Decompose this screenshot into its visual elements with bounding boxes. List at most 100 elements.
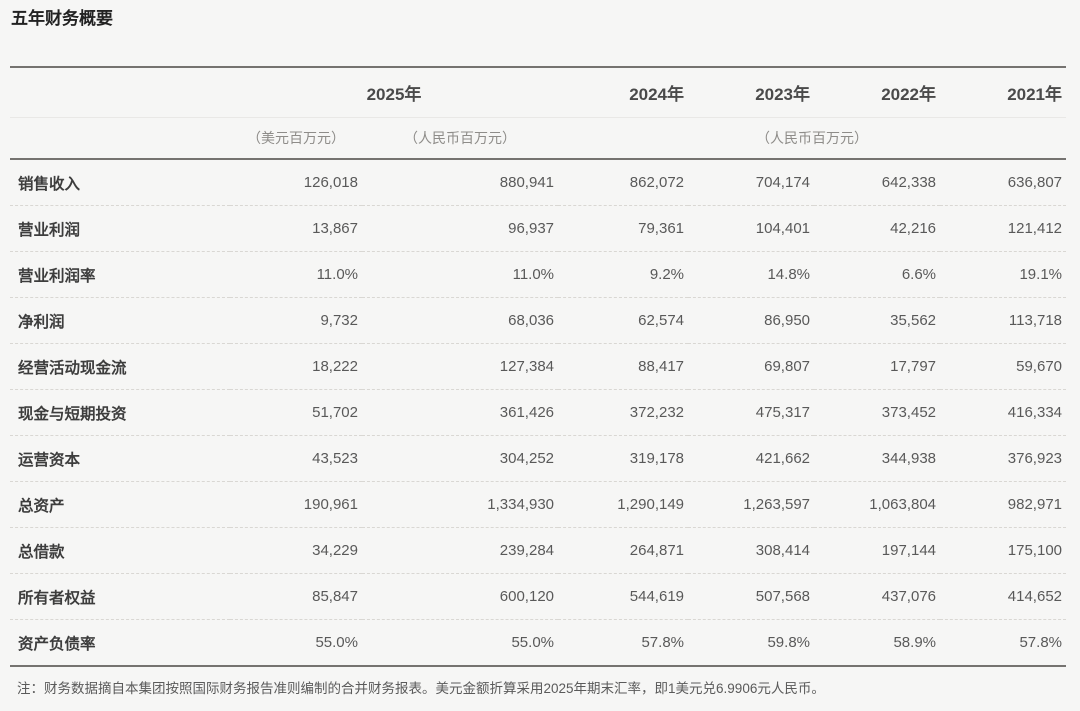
row-label: 营业利润率 xyxy=(10,251,230,298)
table-row: 总资产 190,961 1,334,930 1,290,149 1,263,597 1,0… xyxy=(10,481,1067,528)
cell-value: 414,652 xyxy=(940,573,1067,620)
cell-value: 319,178 xyxy=(558,435,689,482)
cell-value: 600,120 xyxy=(362,573,559,620)
unit-spacer xyxy=(10,117,230,160)
cell-value: 34,229 xyxy=(230,527,362,574)
cell-value: 1,063,804 xyxy=(814,481,941,528)
cell-value: 88,417 xyxy=(558,343,689,390)
cell-value: 19.1% xyxy=(940,251,1067,298)
table-note: 注：财务数据摘自本集团按照国际财务报告准则编制的合并财务报表。美元金额折算采用2… xyxy=(10,667,1066,711)
cell-value: 190,961 xyxy=(230,481,362,528)
financial-summary-page: 五年财务概要 2025年 2024年 2023年 2022年 2021年 （美元… xyxy=(10,0,1067,711)
cell-value: 6.6% xyxy=(814,251,941,298)
row-label: 总资产 xyxy=(10,481,230,528)
year-header-2024: 2024年 xyxy=(558,67,689,118)
cell-value: 68,036 xyxy=(362,297,559,344)
cell-value: 437,076 xyxy=(814,573,941,620)
row-label: 营业利润 xyxy=(10,205,230,252)
cell-value: 14.8% xyxy=(688,251,815,298)
cell-value: 11.0% xyxy=(230,251,362,298)
page-title: 五年财务概要 xyxy=(11,9,113,28)
cell-value: 11.0% xyxy=(362,251,559,298)
cell-value: 17,797 xyxy=(814,343,941,390)
cell-value: 1,290,149 xyxy=(558,481,689,528)
cell-value: 113,718 xyxy=(940,297,1067,344)
cell-value: 421,662 xyxy=(688,435,815,482)
cell-value: 1,263,597 xyxy=(688,481,815,528)
cell-value: 58.9% xyxy=(814,619,941,666)
unit-rmb-prior-label: （人民币百万元） xyxy=(558,117,1067,160)
five-year-financial-table: 2025年 2024年 2023年 2022年 2021年 （美元百万元） （人… xyxy=(10,66,1067,667)
cell-value: 361,426 xyxy=(362,389,559,436)
cell-value: 43,523 xyxy=(230,435,362,482)
cell-value: 57.8% xyxy=(558,619,689,666)
table-body: 销售收入 126,018 880,941 862,072 704,174 642,338 6… xyxy=(10,159,1067,666)
table-row: 营业利润 13,867 96,937 79,361 104,401 42,216 121,4… xyxy=(10,205,1067,252)
cell-value: 304,252 xyxy=(362,435,559,482)
cell-value: 55.0% xyxy=(362,619,559,666)
table-row: 所有者权益 85,847 600,120 544,619 507,568 437,076 4… xyxy=(10,573,1067,620)
cell-value: 197,144 xyxy=(814,527,941,574)
cell-value: 127,384 xyxy=(362,343,559,390)
table-row: 营业利润率 11.0% 11.0% 9.2% 14.8% 6.6% 19.1% xyxy=(10,251,1067,298)
cell-value: 126,018 xyxy=(303,174,358,191)
cell-value: 636,807 xyxy=(1007,174,1063,191)
year-header-2025: 2025年 xyxy=(230,67,559,118)
cell-value: 372,232 xyxy=(558,389,689,436)
row-label: 经营活动现金流 xyxy=(10,343,230,390)
cell-value: 62,574 xyxy=(558,297,689,344)
cell-value: 344,938 xyxy=(814,435,941,482)
cell-value: 308,414 xyxy=(688,527,815,574)
row-label: 资产负债率 xyxy=(10,619,230,666)
table-row: 净利润 9,732 68,036 62,574 86,950 35,562 113,718 xyxy=(10,297,1067,344)
cell-value: 79,361 xyxy=(558,205,689,252)
row-label: 销售收入 xyxy=(18,175,81,193)
row-label: 现金与短期投资 xyxy=(10,389,230,436)
year-header-row: 2025年 2024年 2023年 2022年 2021年 xyxy=(10,67,1067,118)
cell-value: 18,222 xyxy=(230,343,362,390)
cell-value: 264,871 xyxy=(558,527,689,574)
cell-value: 373,452 xyxy=(814,389,941,436)
cell-value: 9.2% xyxy=(558,251,689,298)
cell-value: 239,284 xyxy=(362,527,559,574)
cell-value: 544,619 xyxy=(558,573,689,620)
table-row: 现金与短期投资 51,702 361,426 372,232 475,317 373,45… xyxy=(10,389,1067,436)
cell-value: 69,807 xyxy=(688,343,815,390)
cell-value: 862,072 xyxy=(629,174,685,191)
cell-value: 35,562 xyxy=(814,297,941,344)
table-row: 销售收入 126,018 880,941 862,072 704,174 642,338 6… xyxy=(10,159,1066,206)
cell-value: 175,100 xyxy=(940,527,1067,574)
cell-value: 51,702 xyxy=(230,389,362,436)
row-label: 所有者权益 xyxy=(10,573,230,620)
cell-value: 642,338 xyxy=(881,174,937,191)
cell-value: 42,216 xyxy=(814,205,941,252)
header-spacer xyxy=(10,67,230,118)
cell-value: 880,941 xyxy=(499,174,555,191)
year-header-2021: 2021年 xyxy=(940,67,1067,118)
cell-value: 57.8% xyxy=(940,619,1067,666)
cell-value: 475,317 xyxy=(688,389,815,436)
cell-value: 982,971 xyxy=(940,481,1067,528)
cell-value: 59.8% xyxy=(688,619,815,666)
year-header-2022: 2022年 xyxy=(814,67,941,118)
table-row: 资产负债率 55.0% 55.0% 57.8% 59.8% 58.9% 57.8% xyxy=(10,619,1067,666)
table-row: 运营资本 43,523 304,252 319,178 421,662 344,938 37… xyxy=(10,435,1067,482)
cell-value: 507,568 xyxy=(688,573,815,620)
cell-value: 59,670 xyxy=(940,343,1067,390)
cell-value: 1,334,930 xyxy=(362,481,559,528)
cell-value: 55.0% xyxy=(230,619,362,666)
row-label: 运营资本 xyxy=(10,435,230,482)
cell-value: 416,334 xyxy=(940,389,1067,436)
cell-value: 376,923 xyxy=(940,435,1067,482)
cell-value: 96,937 xyxy=(362,205,559,252)
unit-rmb-2025-label: （人民币百万元） xyxy=(362,117,559,160)
cell-value: 121,412 xyxy=(940,205,1067,252)
year-header-2023: 2023年 xyxy=(688,67,815,118)
cell-value: 704,174 xyxy=(755,174,811,191)
unit-usd-label: （美元百万元） xyxy=(230,117,362,160)
cell-value: 86,950 xyxy=(688,297,815,344)
cell-value: 104,401 xyxy=(688,205,815,252)
table-row: 总借款 34,229 239,284 264,871 308,414 197,144 175… xyxy=(10,527,1067,574)
cell-value: 9,732 xyxy=(230,297,362,344)
row-label: 总借款 xyxy=(10,527,230,574)
